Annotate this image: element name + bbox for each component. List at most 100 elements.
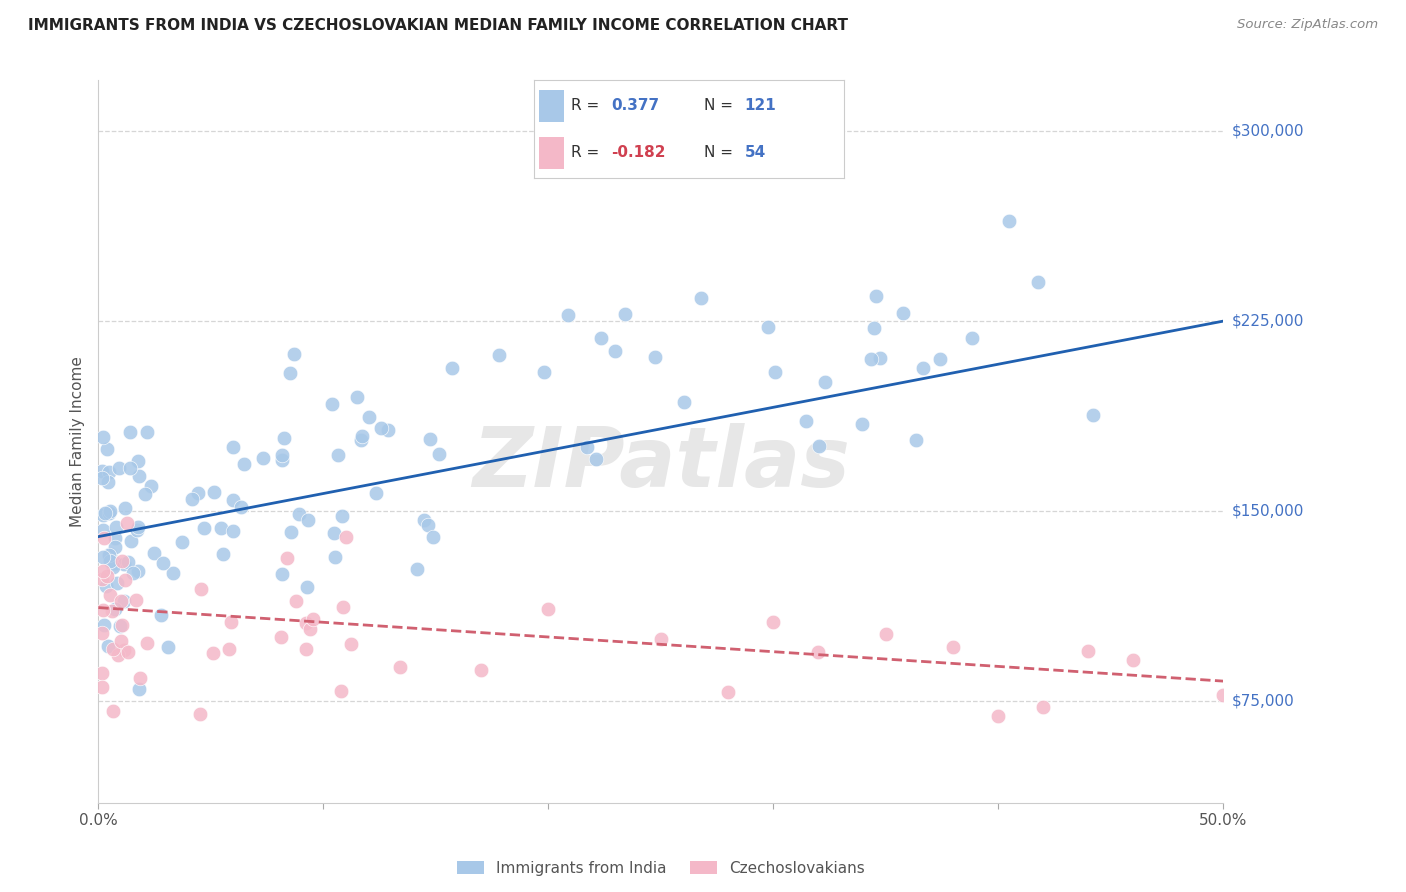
Point [104,601,127,615]
Point [302,612,325,626]
Point [321,397,343,411]
Point [794,414,817,428]
Point [1081,408,1104,422]
Bar [538,90,564,122]
Point [863,321,886,335]
Point [112,594,135,608]
Point [127,454,149,468]
Text: $300,000: $300,000 [1232,123,1303,138]
Point [717,685,740,699]
Point [350,434,373,448]
Point [104,540,127,554]
Text: N =: N = [704,98,734,113]
Point [323,549,346,564]
Point [94,579,117,593]
Point [91,602,114,616]
Point [762,615,785,630]
Point [209,521,232,535]
Point [814,375,837,389]
Point [211,547,233,561]
Point [295,580,318,594]
Point [413,514,436,528]
Point [112,557,135,571]
Point [104,519,127,533]
Point [118,425,141,439]
Point [229,500,252,514]
Point [232,458,254,472]
Point [91,471,114,485]
Point [869,351,891,365]
Text: R =: R = [571,145,599,161]
Point [330,509,353,524]
Point [125,523,148,537]
Point [97,475,120,490]
Point [97,548,120,562]
Text: 0.377: 0.377 [612,98,659,113]
Point [763,365,786,379]
Point [294,642,316,657]
Point [294,615,316,630]
Point [187,486,209,500]
Point [114,573,136,587]
Point [97,506,120,520]
Point [332,600,354,615]
Point [962,330,984,344]
Point [860,351,883,366]
Text: $150,000: $150,000 [1232,504,1303,519]
Y-axis label: Median Family Income: Median Family Income [70,356,86,527]
Point [418,518,440,533]
Point [329,683,352,698]
Point [107,648,129,663]
Point [101,560,124,574]
Point [98,554,121,568]
Point [276,551,298,566]
Point [115,516,138,530]
Point [533,365,555,379]
Point [91,429,114,443]
Point [252,451,274,466]
Point [172,535,194,549]
Point [121,566,143,581]
Point [219,615,242,629]
Point [120,461,142,475]
Point [114,500,136,515]
Point [589,331,612,345]
Point [150,608,173,623]
Point [905,433,928,447]
Point [537,602,560,616]
Point [103,704,125,718]
Point [93,523,115,537]
Point [690,292,713,306]
Point [90,464,112,478]
Point [370,420,392,434]
Point [928,351,950,366]
Point [143,546,166,560]
Point [98,547,121,561]
Point [284,594,307,608]
Point [108,618,131,632]
Point [335,530,357,544]
Point [128,681,150,696]
Point [278,366,301,380]
Legend: Immigrants from India, Czechoslovakians: Immigrants from India, Czechoslovakians [450,855,872,882]
Text: 121: 121 [745,98,776,113]
Point [422,531,444,545]
Point [139,479,162,493]
Point [585,452,607,467]
Point [129,671,152,685]
Point [90,572,112,586]
Point [875,627,897,641]
Point [110,593,132,607]
Point [328,448,350,462]
Point [1077,643,1099,657]
Point [270,630,292,644]
Point [807,645,830,659]
Point [297,514,319,528]
Point [427,447,450,461]
Point [91,508,114,522]
Point [270,448,292,462]
Point [942,640,965,654]
Point [288,507,311,521]
Point [557,308,579,322]
Point [91,564,114,578]
